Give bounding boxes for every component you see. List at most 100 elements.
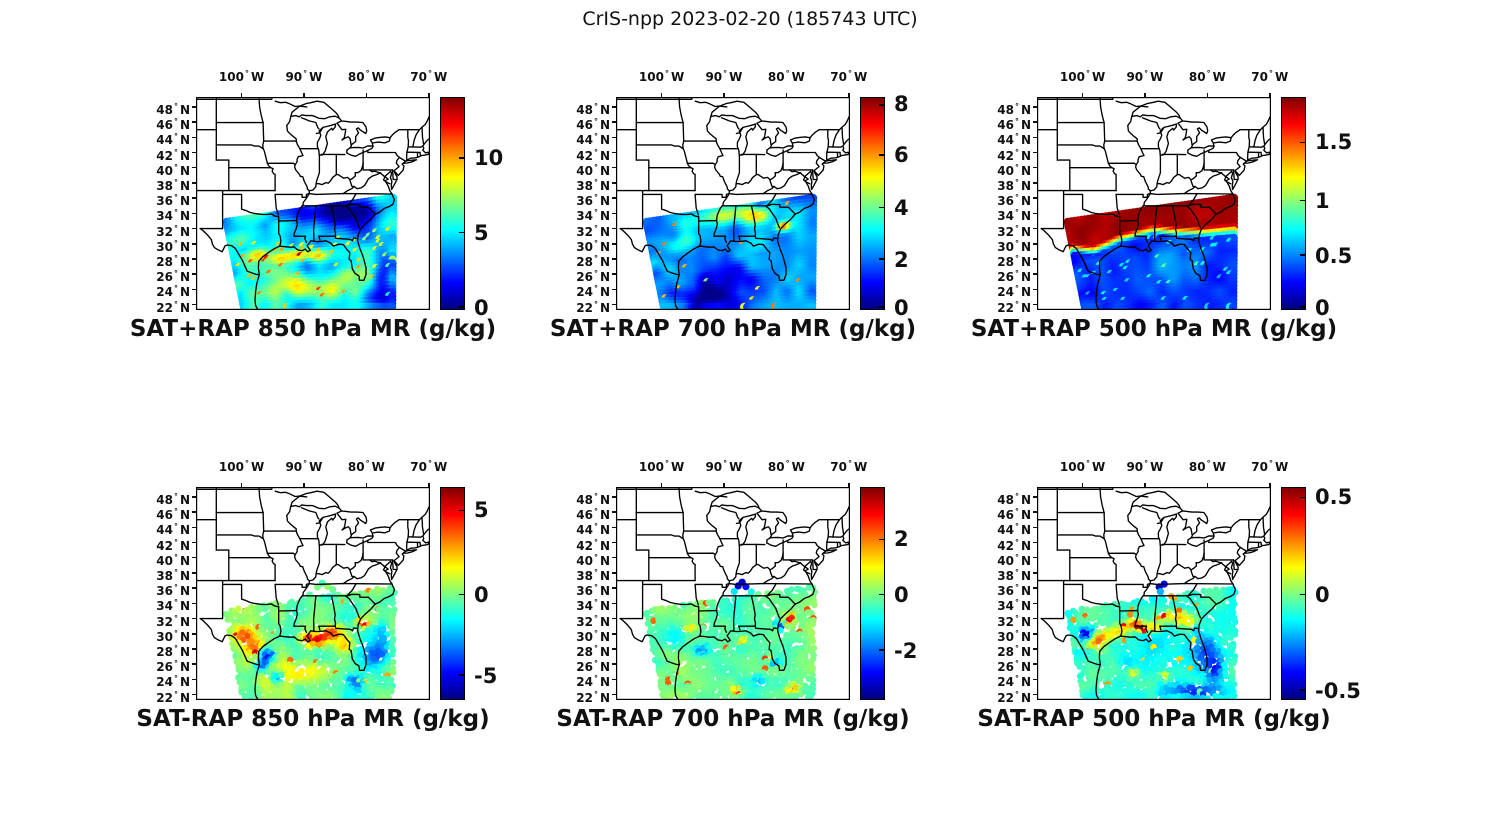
lat-tick-label: 46° N [576,117,610,133]
lat-tick-label: 22° N [997,689,1031,705]
lon-tick-label: 90° W [705,69,743,84]
lat-tick-mark [192,648,196,650]
panel-title: SAT+RAP 700 hPa MR (g/kg) [549,316,917,342]
lon-tick-mark [240,93,243,97]
degree-symbol: ° [1014,147,1019,157]
lat-tick-mark [192,106,196,108]
lat-tick-label: 38° N [156,177,190,193]
lat-tick-mark [612,273,616,275]
lat-tick-label: 26° N [997,269,1031,285]
lat-tick-label: 40° N [156,162,190,178]
degree-symbol: ° [1014,537,1019,547]
lon-tick-mark [660,483,663,487]
colorbar-tick-label: 0 [474,582,489,607]
lat-tick-mark [1033,648,1037,650]
lat-tick-mark [1033,227,1037,230]
lat-tick-mark [1033,182,1037,184]
colorbar-tick-mark [459,509,464,512]
degree-symbol: ° [593,659,598,669]
colorbar-tick-label: 2 [894,527,909,552]
degree-symbol: ° [723,459,728,468]
lat-tick-mark [1033,572,1037,574]
colorbar-tick-mark [879,258,884,260]
lat-tick-mark [1033,587,1037,589]
lat-tick-mark [612,288,616,291]
degree-symbol: ° [303,459,308,468]
lat-tick-mark [192,511,196,513]
lat-tick-label: 46° N [156,117,190,133]
lat-tick-label: 34° N [156,208,190,224]
colorbar-tick-label: 0 [474,296,489,321]
degree-symbol: ° [664,459,669,468]
lat-tick-mark [612,212,616,215]
degree-symbol: ° [365,69,370,78]
degree-symbol: ° [593,507,598,517]
panel-sat-plus-rap-500-hpa-mr-g-kg: 100° W 90° W 80° W 70° W 48° N 46° N 44° N 42° N 40° N 38… [971,57,1397,347]
lat-tick-mark [612,617,616,620]
lat-tick-label: 48° N [576,491,610,507]
lat-tick-mark [612,136,616,139]
colorbar-tick-label: 1 [1315,188,1330,213]
lon-tick-label: 80° W [1188,69,1226,84]
lat-tick-label: 24° N [576,284,610,300]
colorbar-tick-label: -0.5 [1315,679,1361,704]
lat-tick-label: 36° N [576,193,610,209]
lat-tick-label: 42° N [156,147,190,163]
lat-tick-mark [192,572,196,574]
lat-tick-label: 30° N [156,628,190,644]
lon-tick-mark [723,483,725,487]
degree-symbol: ° [365,459,370,468]
degree-symbol: ° [1085,459,1090,468]
lat-tick-mark [192,258,196,260]
degree-symbol: ° [593,132,598,142]
panel-title: SAT-RAP 700 hPa MR (g/kg) [556,706,910,732]
lat-tick-mark [1033,663,1037,665]
lon-tick-mark [848,483,850,487]
lon-tick-label: 70° W [1251,459,1289,474]
lat-tick-label: 32° N [576,613,610,629]
colorbar-tick-mark [1300,593,1305,596]
lat-tick-label: 22° N [576,299,610,315]
lat-tick-label: 26° N [576,659,610,675]
degree-symbol: ° [1014,223,1019,233]
lat-tick-label: 28° N [997,644,1031,660]
lat-tick-label: 34° N [576,208,610,224]
colorbar-tick-label: 6 [894,142,909,167]
colorbar-tick-label: 0 [1315,582,1330,607]
degree-symbol: ° [173,644,178,654]
degree-symbol: ° [593,613,598,623]
degree-symbol: ° [593,567,598,577]
degree-symbol: ° [723,69,728,78]
lat-tick-label: 26° N [997,659,1031,675]
colorbar [1281,97,1306,310]
colorbar-tick-label: 8 [894,92,909,117]
degree-symbol: ° [593,522,598,532]
lat-tick-label: 38° N [576,567,610,583]
degree-symbol: ° [1268,69,1273,78]
lat-tick-mark [192,678,196,681]
lat-tick-label: 40° N [997,552,1031,568]
lon-tick-mark [240,483,243,487]
lat-tick-mark [612,121,616,123]
lat-tick-mark [1033,526,1037,529]
lon-tick-mark [1206,483,1209,487]
lat-tick-mark [1033,678,1037,681]
degree-symbol: ° [593,101,598,111]
lat-tick-label: 42° N [156,537,190,553]
lat-tick-label: 46° N [997,117,1031,133]
degree-symbol: ° [593,269,598,279]
lon-tick-label: 70° W [830,69,868,84]
lat-tick-mark [192,587,196,589]
panel-sat-plus-rap-850-hpa-mr-g-kg: 100° W 90° W 80° W 70° W 48° N 46° N 44° N 42° N 40° N 38… [130,57,556,347]
lat-tick-mark [1033,617,1037,620]
colorbar-tick-label: 4 [894,195,909,220]
colorbar [440,97,465,310]
degree-symbol: ° [1014,254,1019,264]
lat-tick-label: 44° N [576,132,610,148]
lat-tick-mark [1033,602,1037,605]
colorbar-tick-mark [459,157,464,159]
colorbar-tick-mark [879,154,884,156]
lat-tick-mark [1033,541,1037,544]
lat-tick-label: 38° N [156,567,190,583]
